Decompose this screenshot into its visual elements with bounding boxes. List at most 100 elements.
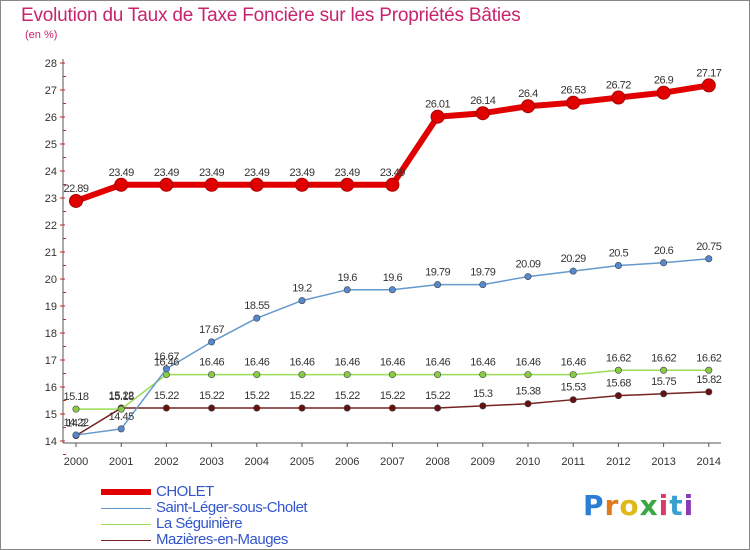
data-label: 14.2 — [66, 418, 86, 430]
x-tick-label: 2013 — [651, 456, 675, 468]
legend-swatch — [101, 508, 151, 509]
data-label: 17.67 — [199, 324, 224, 336]
data-point — [253, 314, 261, 322]
x-tick-label: 2012 — [606, 456, 630, 468]
legend-label: CHOLET — [156, 483, 214, 500]
proxiti-logo: Proxiti — [583, 489, 694, 522]
data-label: 23.49 — [199, 167, 224, 179]
data-point — [295, 177, 309, 192]
data-point — [430, 109, 445, 124]
x-tick-label: 2005 — [290, 456, 314, 468]
data-point — [298, 297, 306, 305]
y-tick-label: 26 — [45, 112, 57, 124]
logo-letter: P — [583, 489, 605, 522]
data-point — [340, 177, 355, 192]
data-label: 20.09 — [515, 259, 540, 271]
data-label: 23.49 — [289, 167, 314, 179]
data-point — [162, 365, 170, 373]
legend-label: La Séguinière — [156, 515, 243, 532]
data-point — [660, 390, 668, 398]
data-point — [479, 281, 487, 289]
data-label: 26.53 — [561, 85, 586, 97]
data-label: 15.38 — [515, 386, 540, 398]
data-point — [249, 177, 264, 192]
data-point — [298, 404, 306, 412]
x-tick-label: 2006 — [335, 456, 359, 468]
data-label: 20.29 — [561, 253, 586, 265]
data-label: 15.68 — [606, 378, 631, 390]
y-tick-label: 24 — [45, 166, 57, 178]
x-tick-label: 2010 — [516, 456, 540, 468]
data-label: 15.22 — [154, 390, 179, 402]
data-label: 26.9 — [654, 75, 674, 87]
data-point — [204, 177, 219, 192]
data-label: 19.6 — [337, 272, 357, 284]
data-label: 20.75 — [696, 241, 721, 253]
data-label: 16.46 — [244, 357, 269, 369]
data-point — [701, 78, 716, 93]
data-point — [253, 404, 261, 412]
y-tick-label: 23 — [45, 193, 57, 205]
data-label: 16.46 — [335, 357, 360, 369]
data-label: 19.6 — [383, 272, 403, 284]
data-label: 23.49 — [244, 167, 269, 179]
y-tick-label: 25 — [45, 139, 57, 151]
data-point — [69, 193, 83, 208]
data-point — [521, 99, 535, 114]
y-tick-label: 21 — [45, 247, 57, 259]
data-label: 26.72 — [606, 80, 631, 92]
chart-title: Evolution du Taux de Taxe Foncière sur l… — [21, 5, 521, 26]
data-point — [114, 177, 129, 192]
data-label: 15.75 — [651, 376, 676, 388]
data-label: 16.46 — [154, 357, 179, 369]
data-point — [72, 431, 80, 439]
y-tick-label: 19 — [45, 301, 57, 313]
data-point — [385, 177, 400, 192]
data-label: 26.01 — [425, 99, 450, 111]
legend-swatch — [101, 540, 151, 541]
data-point — [208, 338, 216, 346]
data-point — [614, 261, 622, 269]
data-label: 16.46 — [289, 357, 314, 369]
data-point — [434, 281, 442, 289]
data-point — [660, 366, 668, 374]
y-tick-label: 22 — [45, 220, 57, 232]
data-point — [705, 388, 713, 396]
data-label: 15.22 — [109, 390, 134, 402]
data-point — [208, 404, 216, 412]
x-tick-label: 2000 — [64, 456, 88, 468]
data-point — [253, 371, 261, 379]
data-label: 23.49 — [380, 167, 405, 179]
data-point — [72, 405, 80, 413]
data-point — [614, 392, 622, 400]
x-tick-label: 2014 — [697, 456, 721, 468]
data-label: 16.46 — [199, 357, 224, 369]
y-tick-label: 17 — [45, 355, 57, 367]
data-point — [208, 371, 216, 379]
y-tick-label: 18 — [45, 328, 57, 340]
data-point — [611, 90, 626, 105]
y-tick-label: 28 — [45, 58, 57, 70]
data-label: 15.82 — [696, 374, 721, 386]
data-point — [298, 371, 306, 379]
data-label: 15.22 — [425, 390, 450, 402]
data-point — [479, 402, 487, 410]
data-label: 16.67 — [154, 351, 179, 363]
data-point — [159, 177, 174, 192]
data-label: 16.46 — [425, 357, 450, 369]
data-point — [569, 396, 577, 404]
data-label: 15.22 — [380, 390, 405, 402]
data-label: 15.22 — [289, 390, 314, 402]
chart-subtitle: (en %) — [25, 29, 58, 41]
y-tick-label: 14 — [45, 436, 57, 448]
data-point — [117, 425, 125, 433]
data-point — [479, 371, 487, 379]
x-tick-label: 2008 — [425, 456, 449, 468]
data-label: 20.5 — [609, 248, 629, 260]
x-tick-label: 2001 — [109, 456, 133, 468]
data-point — [388, 371, 396, 379]
x-tick-label: 2002 — [154, 456, 178, 468]
data-point — [388, 404, 396, 412]
data-label: 15.18 — [63, 391, 88, 403]
logo-letter: x — [639, 489, 659, 522]
